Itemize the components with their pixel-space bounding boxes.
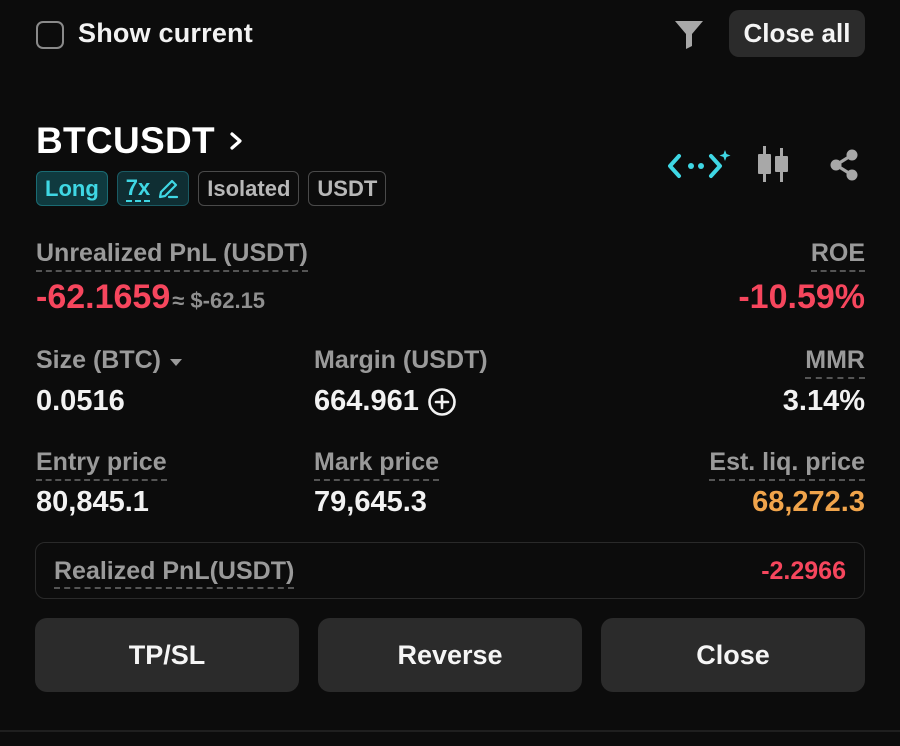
leverage-badge[interactable]: 7x: [116, 171, 190, 206]
side-badge: Long: [36, 171, 108, 206]
divider: [0, 730, 900, 732]
size-value: 0.0516: [36, 385, 125, 417]
symbol-link[interactable]: BTCUSDT: [36, 118, 245, 164]
roe-value: -10.59%: [738, 278, 865, 316]
margin-mode-text: Isolated: [207, 175, 291, 201]
realized-pnl-label: Realized PnL(USDT): [54, 557, 295, 589]
symbol-name: BTCUSDT: [36, 120, 215, 161]
filter-icon[interactable]: [672, 17, 706, 51]
position-badges: Long 7x Isolated USDT: [36, 171, 387, 206]
liq-price-label[interactable]: Est. liq. price: [709, 448, 865, 481]
mark-price-value: 79,645.3: [314, 486, 427, 518]
share-icon[interactable]: [827, 148, 861, 182]
candlestick-chart-icon[interactable]: [755, 144, 791, 184]
unrealized-pnl: -62.1659 ≈ $-62.15: [36, 278, 265, 317]
realized-pnl-value: -2.2966: [761, 557, 846, 585]
close-all-button[interactable]: Close all: [729, 10, 865, 57]
tpsl-button[interactable]: TP/SL: [35, 618, 299, 692]
liq-price-value: 68,272.3: [752, 486, 865, 518]
plus-circle-icon[interactable]: [427, 387, 457, 417]
size-label: Size (BTC): [36, 346, 161, 374]
margin-label: Margin (USDT): [314, 346, 488, 374]
margin-value: 664.961: [314, 385, 419, 417]
show-current-checkbox[interactable]: [36, 21, 64, 49]
caret-down-icon: [170, 358, 182, 366]
reverse-button[interactable]: Reverse: [318, 618, 582, 692]
realized-pnl-box[interactable]: Realized PnL(USDT) -2.2966: [35, 542, 865, 599]
unrealized-pnl-value: -62.1659: [36, 278, 171, 316]
show-current-label[interactable]: Show current: [78, 18, 253, 48]
mmr-label[interactable]: MMR: [805, 346, 865, 379]
mmr-value: 3.14%: [782, 385, 865, 417]
entry-price-value: 80,845.1: [36, 486, 149, 518]
position-actions: [667, 144, 867, 184]
settle-coin-text: USDT: [317, 175, 378, 201]
ai-sparkle-icon[interactable]: [667, 148, 733, 182]
close-position-button[interactable]: Close: [601, 618, 865, 692]
size-label-row[interactable]: Size (BTC): [36, 346, 183, 377]
unrealized-pnl-approx: ≈ $-62.15: [172, 288, 266, 313]
settle-coin-badge: USDT: [308, 171, 387, 206]
mark-price-label[interactable]: Mark price: [314, 448, 440, 481]
leverage-text: 7x: [125, 174, 151, 202]
pencil-icon: [159, 179, 179, 198]
roe-label[interactable]: ROE: [810, 239, 865, 272]
margin-row: 664.961: [314, 385, 457, 418]
position-toolbar: Show current Close all: [0, 0, 900, 70]
chevron-right-icon: [230, 132, 242, 150]
unrealized-pnl-label[interactable]: Unrealized PnL (USDT): [36, 239, 308, 272]
side-badge-text: Long: [45, 175, 99, 201]
entry-price-label[interactable]: Entry price: [36, 448, 167, 481]
margin-mode-badge: Isolated: [198, 171, 300, 206]
